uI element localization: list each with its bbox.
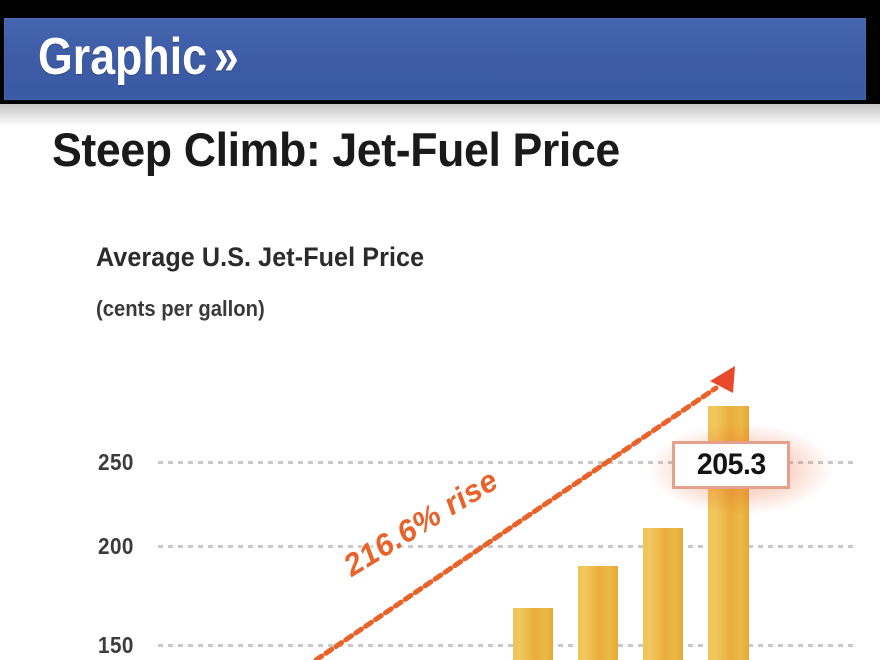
last-value-text: 205.3 bbox=[696, 448, 766, 481]
page-title: Steep Climb: Jet-Fuel Price bbox=[52, 123, 620, 176]
banner-label: Graphic bbox=[38, 28, 207, 86]
ytick-label-250: 250 bbox=[98, 449, 134, 475]
bar-1 bbox=[513, 608, 553, 660]
gridline-150 bbox=[158, 644, 858, 647]
ytick-label-150: 150 bbox=[98, 632, 134, 658]
banner-title: Graphic» bbox=[38, 27, 239, 87]
double-chevron-icon[interactable]: » bbox=[213, 28, 239, 86]
last-value-callout: 205.3 bbox=[672, 441, 790, 489]
graphic-banner: Graphic» bbox=[4, 18, 866, 100]
gridline-200 bbox=[158, 545, 858, 548]
bar-3 bbox=[643, 528, 683, 660]
bar-2 bbox=[578, 566, 618, 660]
chart-subtitle: (cents per gallon) bbox=[96, 296, 265, 321]
banner-frame: Graphic» bbox=[0, 0, 880, 104]
trend-arrow-head-icon bbox=[710, 366, 735, 393]
ytick-label-200: 200 bbox=[98, 533, 134, 559]
chart-title: Average U.S. Jet-Fuel Price bbox=[96, 242, 425, 272]
banner-shelf-divider bbox=[0, 104, 880, 126]
trend-arrow-label: 216.6% rise bbox=[337, 462, 505, 584]
